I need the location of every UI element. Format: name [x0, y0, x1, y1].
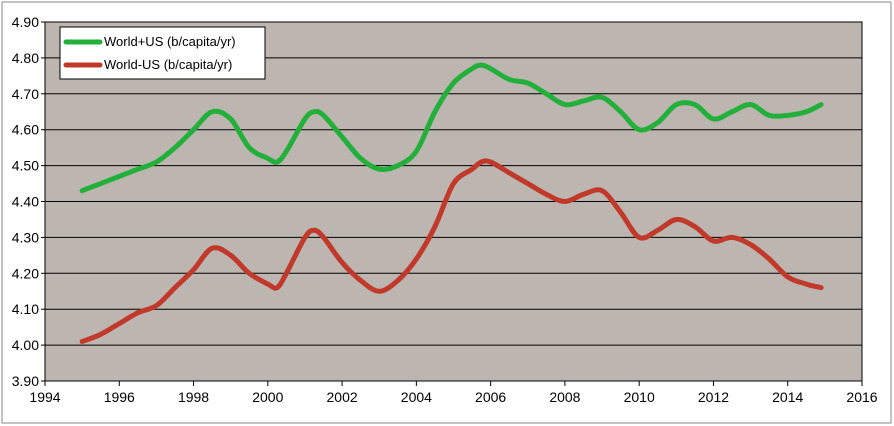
y-axis: 3.90 4.00 4.10 4.20 4.30 4.40 4.50 4.60 4.70 4.80… [12, 14, 45, 389]
y-tick-label: 4.30 [12, 229, 39, 245]
y-tick-label: 4.40 [12, 194, 39, 210]
y-tick-label: 4.80 [12, 50, 39, 66]
x-tick-label: 2002 [327, 389, 358, 405]
x-tick-label: 2014 [772, 389, 803, 405]
y-tick-label: 4.60 [12, 122, 39, 138]
legend-box [59, 26, 266, 80]
y-tick-label: 4.70 [12, 86, 39, 102]
y-tick-label: 4.50 [12, 158, 39, 174]
y-tick-label: 4.90 [12, 14, 39, 30]
legend: World+US (b/capita/yr) World-US (b/capit… [59, 26, 266, 80]
x-tick-label: 2008 [549, 389, 580, 405]
x-tick-label: 2006 [475, 389, 506, 405]
series-line-world-plus-us [79, 62, 824, 194]
y-tick-label: 4.20 [12, 265, 39, 281]
series-layer [79, 62, 824, 345]
x-tick-label: 1994 [29, 389, 60, 405]
x-axis: 1994 1996 1998 2000 2002 2004 2006 2008 2010 2012… [29, 381, 878, 405]
x-tick-label: 2012 [698, 389, 729, 405]
x-tick-label: 1998 [178, 389, 209, 405]
series-line-world-minus-us [79, 158, 824, 345]
x-tick-label: 2004 [401, 389, 432, 405]
x-tick-label: 2010 [624, 389, 655, 405]
x-tick-label: 2016 [846, 389, 877, 405]
legend-label-world-plus-us: World+US (b/capita/yr) [104, 34, 236, 49]
y-tick-label: 4.00 [12, 337, 39, 353]
x-tick-label: 1996 [104, 389, 135, 405]
x-tick-label: 2000 [252, 389, 283, 405]
y-tick-label: 4.10 [12, 301, 39, 317]
legend-label-world-minus-us: World-US (b/capita/yr) [104, 57, 232, 72]
y-tick-label: 3.90 [12, 373, 39, 389]
